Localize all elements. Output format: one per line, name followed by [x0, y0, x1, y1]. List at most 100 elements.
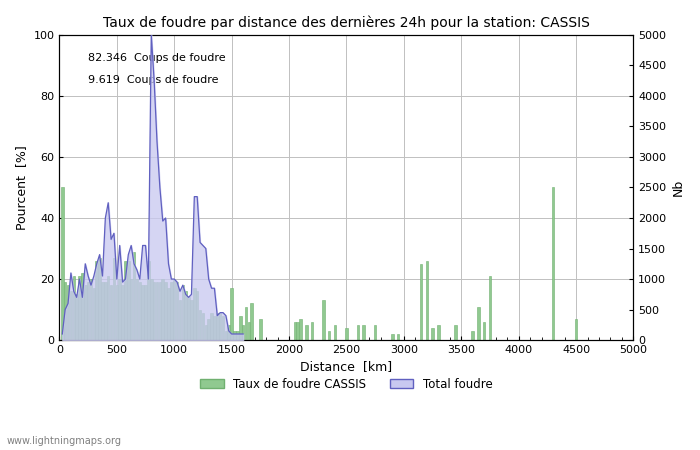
Bar: [167, 288, 169, 340]
Bar: [69, 291, 72, 340]
Bar: [219, 313, 221, 340]
Text: 82.346  Coups de foudre: 82.346 Coups de foudre: [88, 53, 225, 63]
Bar: [190, 301, 192, 340]
Bar: [178, 301, 181, 340]
Bar: [236, 331, 239, 340]
Bar: [64, 282, 66, 340]
Bar: [136, 279, 138, 340]
Bar: [121, 285, 124, 340]
Bar: [489, 276, 491, 340]
Bar: [426, 261, 428, 340]
Title: Taux de foudre par distance des dernières 24h pour la station: CASSIS: Taux de foudre par distance des dernière…: [103, 15, 590, 30]
Bar: [127, 261, 130, 340]
Bar: [84, 285, 87, 340]
Bar: [477, 306, 480, 340]
Bar: [193, 288, 195, 340]
Bar: [159, 282, 161, 340]
Bar: [130, 279, 132, 340]
Bar: [110, 285, 112, 340]
Bar: [296, 322, 299, 340]
Bar: [305, 325, 307, 340]
Bar: [245, 306, 247, 340]
Bar: [202, 313, 204, 340]
Bar: [95, 261, 98, 340]
Bar: [454, 325, 457, 340]
Bar: [204, 325, 207, 340]
Bar: [66, 285, 69, 340]
Bar: [150, 279, 153, 340]
Bar: [259, 319, 262, 340]
Bar: [207, 319, 210, 340]
Text: www.lightningmaps.org: www.lightningmaps.org: [7, 436, 122, 446]
Bar: [133, 252, 135, 340]
Bar: [116, 285, 118, 340]
Bar: [107, 276, 109, 340]
Bar: [222, 316, 224, 340]
Bar: [173, 279, 176, 340]
Bar: [181, 285, 184, 340]
Bar: [300, 319, 302, 340]
Bar: [472, 331, 474, 340]
Bar: [420, 264, 422, 340]
Bar: [155, 282, 158, 340]
Bar: [170, 282, 173, 340]
Bar: [431, 328, 434, 340]
Bar: [225, 331, 228, 340]
Bar: [98, 258, 101, 340]
Bar: [147, 261, 150, 340]
Bar: [139, 282, 141, 340]
Bar: [162, 279, 164, 340]
Bar: [483, 322, 486, 340]
Bar: [92, 288, 95, 340]
Y-axis label: Nb: Nb: [672, 179, 685, 196]
Bar: [188, 297, 190, 340]
Bar: [239, 316, 241, 340]
Bar: [363, 325, 365, 340]
Bar: [293, 322, 296, 340]
Bar: [248, 322, 250, 340]
Bar: [357, 325, 359, 340]
Bar: [552, 188, 554, 340]
Bar: [311, 322, 314, 340]
Bar: [213, 316, 216, 340]
Y-axis label: Pourcent  [%]: Pourcent [%]: [15, 145, 28, 230]
Bar: [334, 325, 336, 340]
Text: 9.619  Coups de foudre: 9.619 Coups de foudre: [88, 75, 218, 85]
Bar: [241, 325, 244, 340]
Bar: [216, 313, 218, 340]
Bar: [233, 331, 236, 340]
Bar: [102, 282, 104, 340]
Bar: [328, 331, 330, 340]
Bar: [374, 325, 377, 340]
Bar: [153, 282, 155, 340]
Bar: [73, 276, 75, 340]
Bar: [90, 279, 92, 340]
Bar: [164, 282, 167, 340]
Bar: [391, 334, 393, 340]
Bar: [196, 291, 198, 340]
Bar: [184, 291, 187, 340]
Bar: [76, 294, 78, 340]
Legend: Taux de foudre CASSIS, Total foudre: Taux de foudre CASSIS, Total foudre: [195, 373, 498, 395]
Bar: [87, 282, 90, 340]
Bar: [104, 282, 106, 340]
Bar: [78, 276, 81, 340]
Bar: [199, 310, 202, 340]
Bar: [124, 261, 127, 340]
Bar: [345, 328, 348, 340]
Bar: [113, 258, 116, 340]
Bar: [210, 313, 213, 340]
Bar: [228, 325, 230, 340]
Bar: [81, 273, 83, 340]
Bar: [61, 188, 64, 340]
Bar: [230, 288, 233, 340]
Bar: [141, 285, 144, 340]
Bar: [397, 334, 400, 340]
Bar: [144, 285, 147, 340]
Bar: [251, 303, 253, 340]
Bar: [176, 282, 178, 340]
X-axis label: Distance  [km]: Distance [km]: [300, 360, 393, 374]
Bar: [322, 301, 325, 340]
Bar: [575, 319, 577, 340]
Bar: [437, 325, 440, 340]
